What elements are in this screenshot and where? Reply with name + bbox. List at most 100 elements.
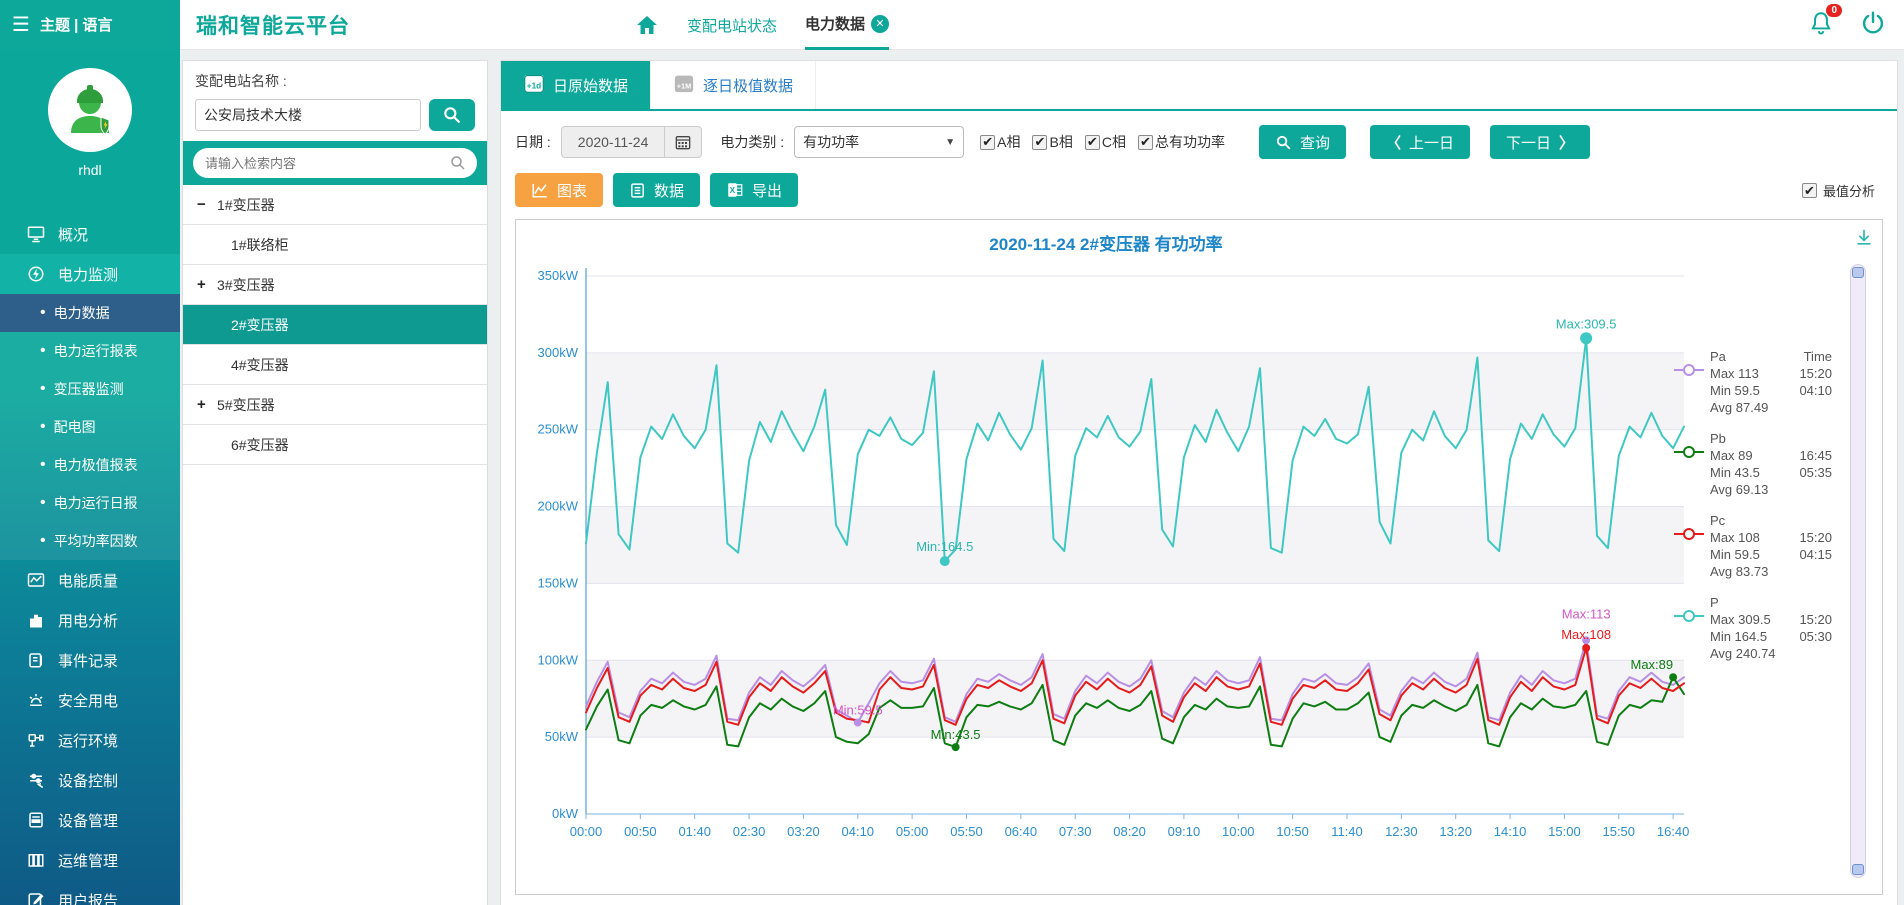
report-icon — [26, 891, 46, 905]
home-icon[interactable] — [635, 13, 659, 37]
annotation-dot-Max:113 — [1582, 636, 1591, 645]
tree-expander-icon[interactable]: − — [197, 196, 206, 213]
legend-avg-row: Avg 87.49 — [1710, 400, 1769, 415]
tree-expander-icon[interactable]: + — [197, 396, 206, 413]
calendar-icon[interactable] — [664, 127, 701, 157]
sidebar-subitem-电力极值报表[interactable]: • 电力极值报表 — [0, 446, 180, 484]
sidebar-item-用电分析[interactable]: 用电分析 — [0, 600, 180, 640]
sidebar-item-label: 设备控制 — [58, 772, 119, 790]
y-axis-label: 200kW — [538, 499, 579, 514]
header-tab-station-status[interactable]: 变配电站状态 — [687, 17, 778, 35]
vertical-datazoom-slider[interactable] — [1850, 264, 1866, 878]
sidebar-item-运维管理[interactable]: 运维管理 — [0, 840, 180, 880]
notifications-bell-icon[interactable]: 0 — [1808, 3, 1842, 41]
header-tab-power-data[interactable]: 电力数据 ✕ — [805, 0, 890, 50]
download-chart-icon[interactable] — [1854, 228, 1874, 253]
legend-marker-icon — [1674, 348, 1704, 416]
annotation-label: Min:59.5 — [833, 703, 883, 718]
content-tab-bar: +1d 日原始数据 +1M 逐日极值数据 — [501, 61, 1897, 111]
tab-daily-raw-data[interactable]: +1d 日原始数据 — [501, 61, 652, 109]
sidebar-subitem-平均功率因数[interactable]: • 平均功率因数 — [0, 522, 180, 560]
checkbox-box-icon[interactable]: ✔ — [980, 134, 996, 150]
series-line-Pb — [585, 676, 1685, 749]
sidebar-item-label: 用电分析 — [58, 612, 119, 630]
sidebar-item-用户报告[interactable]: 用户报告 — [0, 880, 180, 905]
slider-top-handle[interactable] — [1852, 267, 1864, 278]
checkbox-box-icon[interactable]: ✔ — [1032, 134, 1048, 150]
bullet-icon: • — [40, 380, 46, 397]
sidebar-item-设备管理[interactable]: 设备管理 — [0, 800, 180, 840]
sidebar-item-事件记录[interactable]: 事件记录 — [0, 640, 180, 680]
avatar[interactable] — [48, 68, 132, 152]
slider-bottom-handle[interactable] — [1852, 864, 1864, 875]
legend-min-row: Min 164.5 05:30 — [1710, 629, 1832, 644]
calendar-1d-icon: +1d — [523, 72, 545, 98]
checkbox-label: C相 — [1101, 134, 1126, 150]
checkbox-B相[interactable]: ✔ B相 — [1032, 132, 1073, 152]
data-view-label: 数据 — [654, 182, 685, 200]
tree-node-1#变压器[interactable]: −1#变压器 — [183, 185, 487, 225]
sidebar-item-运行环境[interactable]: 运行环境 — [0, 720, 180, 760]
sidebar-subitem-label: 平均功率因数 — [53, 533, 138, 549]
tree-node-1#联络柜[interactable]: 1#联络柜 — [183, 225, 487, 265]
export-button[interactable]: X 导出 — [710, 173, 799, 207]
sidebar-subitem-电力数据[interactable]: • 电力数据 — [0, 294, 180, 332]
checkbox-box-icon[interactable]: ✔ — [1084, 134, 1100, 150]
checkbox-A相[interactable]: ✔ A相 — [980, 132, 1020, 152]
legend-marker-icon — [1674, 512, 1704, 580]
annotation-label: Min:43.5 — [931, 727, 981, 742]
legend-avg-row: Avg 69.13 — [1710, 482, 1769, 497]
sidebar-item-label: 电能质量 — [58, 572, 119, 590]
checkbox-C相[interactable]: ✔ C相 — [1084, 132, 1126, 152]
chart-view-button[interactable]: 图表 — [515, 173, 604, 207]
sidebar-subitem-电力运行日报[interactable]: • 电力运行日报 — [0, 484, 180, 522]
next-day-button[interactable]: 下一日 〉 — [1490, 125, 1591, 159]
x-axis-label: 10:00 — [1222, 824, 1255, 839]
legend-avg-row: Avg 240.74 — [1710, 646, 1776, 661]
power-type-select[interactable]: 有功功率 ▼ — [794, 126, 965, 158]
sidebar-subitem-变压器监测[interactable]: • 变压器监测 — [0, 370, 180, 408]
tree-node-4#变压器[interactable]: 4#变压器 — [183, 345, 487, 385]
hamburger-icon[interactable]: ☰ — [12, 13, 30, 36]
action-row: 图表 数据 X 导出 ✔ 最值分析 — [501, 163, 1897, 211]
sidebar-item-设备控制[interactable]: 设备控制 — [0, 760, 180, 800]
x-axis-label: 12:30 — [1385, 824, 1418, 839]
theme-language-label[interactable]: 主题 | 语言 — [39, 17, 113, 34]
x-axis-label: 07:30 — [1059, 824, 1092, 839]
power-type-label: 电力类别 : — [720, 134, 785, 150]
tree-expander-icon[interactable]: + — [197, 276, 206, 293]
legend-block-Pc: Pc Max 108 15:20 Min 59.5 04:15 Avg 83.73 — [1674, 512, 1832, 580]
station-name-input[interactable] — [195, 99, 421, 131]
query-button[interactable]: 查询 — [1258, 125, 1346, 159]
tree-node-3#变压器[interactable]: +3#变压器 — [183, 265, 487, 305]
tree-node-label: 1#变压器 — [217, 196, 275, 213]
x-axis-label: 05:00 — [896, 824, 929, 839]
tree-node-6#变压器[interactable]: 6#变压器 — [183, 425, 487, 465]
sidebar-subitem-配电图[interactable]: • 配电图 — [0, 408, 180, 446]
data-view-button[interactable]: 数据 — [613, 173, 701, 207]
sidebar-menu: 概况 电力监测 • 电力数据 • 电力运行报表 • 变压器监测 • 配电图 • 电力极值报… — [0, 214, 180, 905]
sidebar-item-电能质量[interactable]: 电能质量 — [0, 560, 180, 600]
close-tab-icon[interactable]: ✕ — [871, 14, 890, 33]
tree-filter-input[interactable] — [193, 148, 477, 178]
tree-node-5#变压器[interactable]: +5#变压器 — [183, 385, 487, 425]
x-axis-label: 09:10 — [1168, 824, 1201, 839]
tree-node-2#变压器[interactable]: 2#变压器 — [183, 305, 487, 345]
sidebar-item-电力监测[interactable]: 电力监测 — [0, 254, 180, 294]
y-axis-label: 250kW — [538, 422, 579, 437]
date-picker[interactable]: 2020-11-24 — [560, 126, 703, 158]
tree-node-label: 5#变压器 — [217, 396, 275, 413]
sidebar-subitem-电力运行报表[interactable]: • 电力运行报表 — [0, 332, 180, 370]
theme-language-block[interactable]: ☰ 主题 | 语言 — [0, 0, 180, 50]
power-off-icon[interactable] — [1860, 10, 1886, 41]
tab-daily-extreme-data[interactable]: +1M 逐日极值数据 — [651, 61, 817, 109]
previous-day-button[interactable]: 〈 上一日 — [1369, 125, 1470, 159]
sidebar-subitem-label: 电力运行报表 — [53, 343, 138, 359]
sidebar-item-概况[interactable]: 概况 — [0, 214, 180, 254]
max-analysis-checkbox[interactable]: ✔ — [1801, 183, 1817, 198]
svg-text:+1d: +1d — [527, 82, 541, 91]
checkbox-box-icon[interactable]: ✔ — [1137, 134, 1153, 150]
sidebar-item-安全用电[interactable]: 安全用电 — [0, 680, 180, 720]
station-search-button[interactable] — [429, 99, 475, 131]
checkbox-总有功功率[interactable]: ✔ 总有功功率 — [1137, 132, 1225, 152]
